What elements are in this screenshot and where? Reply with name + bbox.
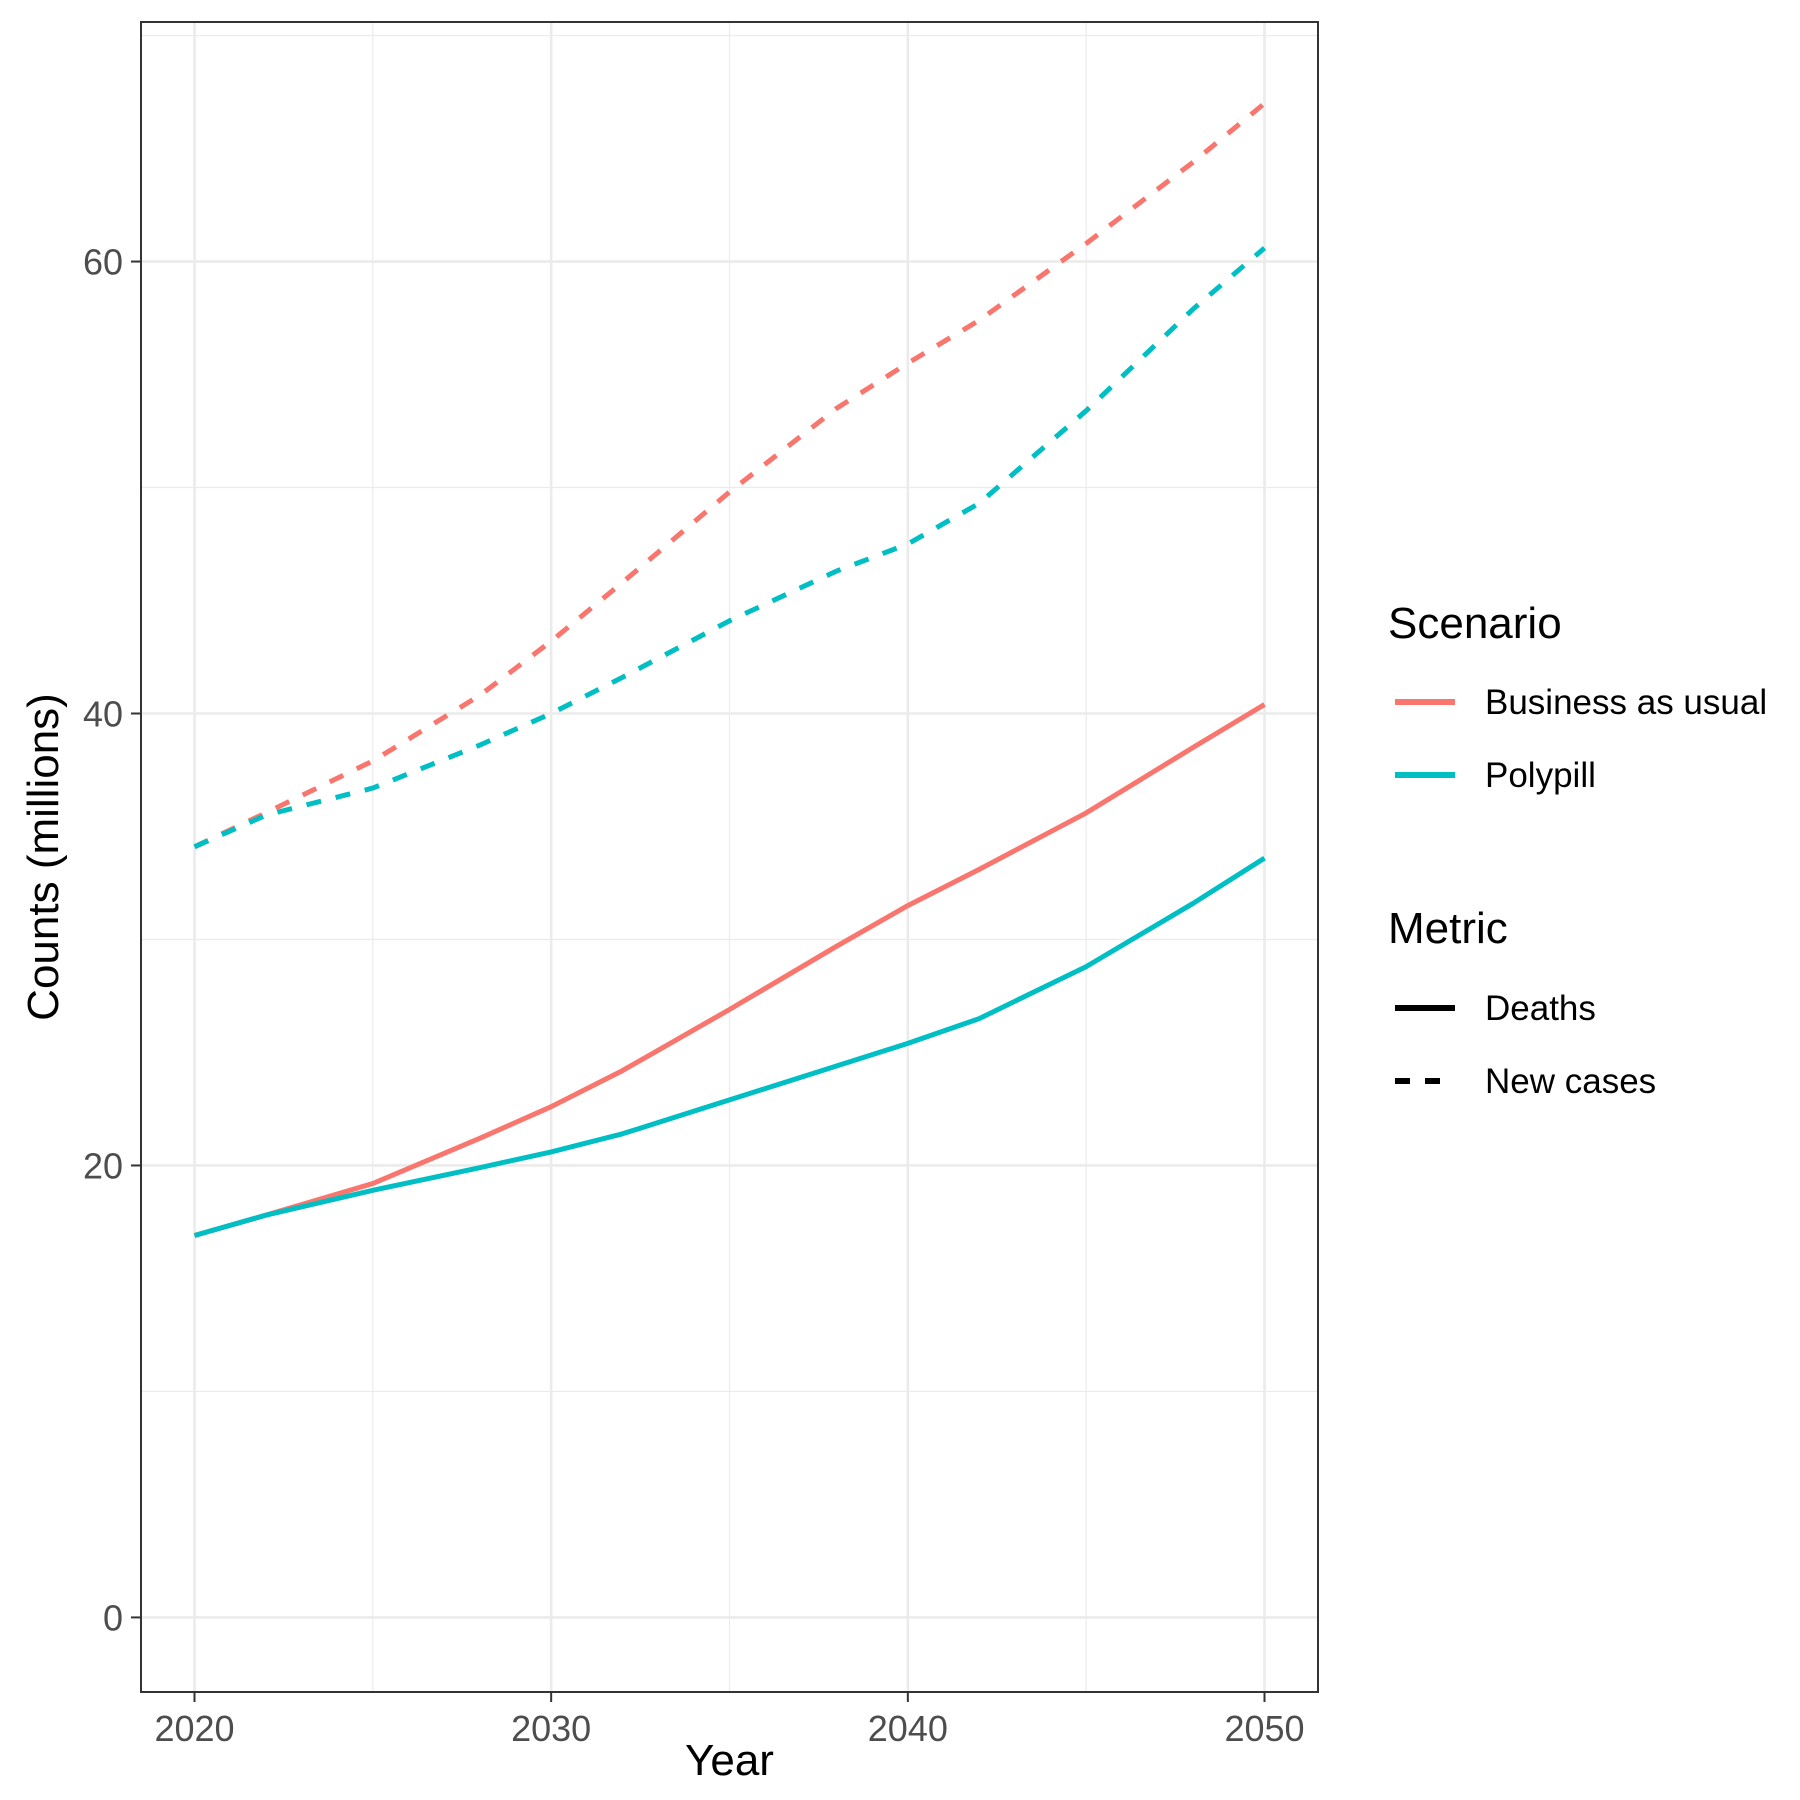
legend-label: Deaths: [1485, 989, 1596, 1028]
x-tick-label: 2020: [154, 1708, 234, 1749]
grid-lines: [141, 22, 1318, 1692]
legend-title: Scenario: [1388, 599, 1562, 648]
y-tick-label: 0: [103, 1597, 123, 1638]
x-tick-label: 2040: [868, 1708, 948, 1749]
y-axis: 0 20 40 60: [83, 242, 141, 1638]
series-line-business-as-usual-deaths: [193, 702, 1266, 1238]
y-tick-label: 40: [83, 694, 123, 735]
series-line-business-as-usual-new-cases: [193, 101, 1267, 850]
x-tick-label: 2050: [1224, 1708, 1304, 1749]
x-tick-label: 2030: [511, 1708, 591, 1749]
series-line-polypill-new-cases: [193, 246, 1267, 850]
legend-label: New cases: [1485, 1062, 1656, 1101]
x-axis-title: Year: [685, 1736, 774, 1785]
y-tick-label: 20: [83, 1145, 123, 1186]
series-lines: [193, 101, 1267, 1238]
legend: Scenario Business as usual Polypill Metric D…: [1388, 599, 1767, 1101]
series-line-polypill-deaths: [193, 855, 1266, 1238]
legend-label: Polypill: [1485, 756, 1596, 795]
legend-label: Business as usual: [1485, 683, 1767, 722]
y-axis-title: Counts (millions): [19, 693, 68, 1021]
panel-border: [140, 21, 1319, 1693]
x-axis: 2020 2030 2040 2050: [154, 1692, 1305, 1749]
y-tick-label: 60: [83, 242, 123, 283]
legend-title: Metric: [1388, 904, 1508, 953]
